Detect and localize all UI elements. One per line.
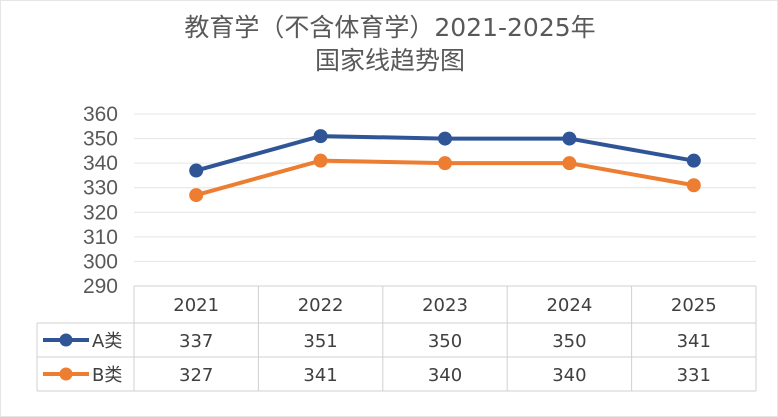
y-tick-label: 340 [83,152,118,175]
y-tick-label: 350 [83,128,118,151]
x-category-label: 2021 [173,295,219,316]
x-category-label: 2025 [671,295,717,316]
data-table-value: 350 [428,331,462,352]
y-tick-label: 360 [83,103,118,126]
data-table-value: 341 [677,331,711,352]
data-point [562,131,577,146]
data-point [438,156,452,171]
y-tick-label: 300 [83,250,118,273]
data-table-value: 351 [303,331,337,352]
data-point [562,156,577,171]
data-table-value: 327 [179,365,213,386]
legend-marker-1 [59,333,73,347]
y-tick-label: 320 [83,201,118,224]
data-table-value: 341 [303,365,337,386]
x-category-label: 2023 [422,295,468,316]
legend-label-1: A类 [92,331,122,352]
y-tick-label: 310 [83,226,118,249]
chart-title: 教育学（不含体育学）2021-2025年 国家线趋势图 [1,11,777,77]
data-table-value: 340 [428,365,462,386]
x-category-label: 2024 [546,295,592,316]
y-tick-label: 290 [83,275,118,298]
data-table-value: 337 [179,331,213,352]
data-point [438,131,452,146]
title-line-2: 国家线趋势图 [314,46,465,75]
data-point [686,153,701,168]
data-table-value: 350 [552,331,586,352]
legend-marker-2 [59,367,73,381]
data-point [313,129,328,144]
legend-label-2: B类 [92,365,122,386]
data-point [313,153,328,168]
data-point [686,178,701,193]
y-tick-label: 330 [83,177,118,200]
data-table-value: 331 [677,365,711,386]
data-table-value: 340 [552,365,586,386]
title-line-1: 教育学（不含体育学）2021-2025年 [184,13,596,42]
x-category-label: 2022 [298,295,344,316]
data-point [189,188,204,203]
data-point [189,163,204,178]
